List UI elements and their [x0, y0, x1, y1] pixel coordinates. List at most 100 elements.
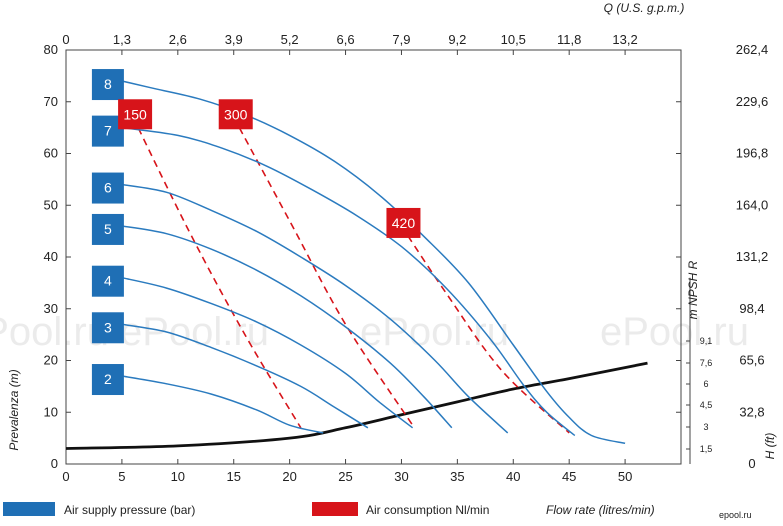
y-tick-label: 20: [44, 353, 58, 368]
x-tick-label: 40: [506, 469, 520, 484]
pressure-badge-label: 7: [104, 123, 112, 139]
pressure-curve-6: [121, 183, 509, 434]
x-top-tick-label: 13,2: [612, 32, 637, 47]
legend-swatch-pressure: [3, 502, 55, 516]
y-right-tick-label: 98,4: [739, 301, 764, 316]
watermark-text: ePool.ru: [120, 310, 269, 354]
pressure-curve-3: [121, 323, 369, 429]
pressure-badge-label: 5: [104, 221, 112, 237]
x-top-tick-label: 10,5: [501, 32, 526, 47]
y-tick-label: 70: [44, 94, 58, 109]
x-top-tick-label: 7,9: [392, 32, 410, 47]
x-top-tick-label: 6,6: [337, 32, 355, 47]
npsh-tick-label: 6: [703, 379, 708, 389]
y-tick-label: 50: [44, 197, 58, 212]
pressure-badge-box: [91, 213, 124, 245]
x-tick-label: 10: [171, 469, 185, 484]
y-right-tick-label: 229,6: [736, 94, 769, 109]
y-right-tick-label: 196,8: [736, 146, 769, 161]
pressure-badge-label: 4: [104, 273, 112, 289]
npsh-tick-label: 3: [703, 422, 708, 432]
pressure-curve-7: [121, 126, 576, 437]
x-tick-label: 45: [562, 469, 576, 484]
x-top-tick-label: 2,6: [169, 32, 187, 47]
pressure-badge-box: [91, 364, 124, 396]
pressure-curve-4: [121, 276, 414, 429]
npsh-tick-label: 7,6: [700, 358, 713, 368]
air-badge-box: [118, 99, 153, 130]
pressure-badge-label: 3: [104, 319, 112, 335]
y-right-tick-label: 32,8: [739, 404, 764, 419]
footer-logo-text: epool.ru: [719, 510, 752, 520]
air-consumption-line-300: [232, 116, 414, 426]
plot-frame: [65, 49, 682, 465]
y-tick-label: 30: [44, 301, 58, 316]
x-tick-label: 0: [62, 469, 69, 484]
legend-swatch-air: [312, 502, 358, 516]
air-badge-300: 300: [218, 99, 253, 130]
y-tick-label: 80: [44, 42, 58, 57]
pressure-badge-label: 2: [104, 371, 112, 387]
pressure-badge-label: 6: [104, 180, 112, 196]
air-badge-label: 420: [392, 215, 416, 231]
x-tick-label: 50: [618, 469, 632, 484]
pressure-curve-5: [121, 225, 453, 429]
npsh-curve: [65, 361, 648, 450]
air-badge-420: 420: [386, 207, 421, 238]
watermark-text: ePool.ru: [0, 310, 109, 354]
y-axis-title: Prevalenza (m): [7, 369, 21, 450]
pressure-badge-label: 8: [104, 76, 112, 92]
x-top-tick-label: 1,3: [113, 32, 131, 47]
air-consumption-line-150: [132, 116, 302, 429]
x-top-tick-label: 9,2: [448, 32, 466, 47]
air-badge-box: [218, 99, 253, 130]
x-tick-label: 20: [282, 469, 296, 484]
x-top-axis-title: Q (U.S. g.p.m.): [604, 1, 685, 15]
npsh-tick-label: 9,1: [700, 336, 713, 346]
y-right-tick-label: 262,4: [736, 42, 769, 57]
pressure-badge-3: 3: [91, 312, 124, 344]
x-top-tick-label: 11,8: [557, 32, 581, 47]
air-consumption-line-420: [400, 225, 570, 434]
air-badge-label: 300: [224, 106, 248, 122]
legend-label-pressure: Air supply pressure (bar): [64, 503, 195, 517]
air-badge-150: 150: [118, 99, 153, 130]
x-tick-label: 35: [450, 469, 464, 484]
air-badge-label: 150: [123, 106, 147, 122]
y-right-tick-label: 131,2: [736, 249, 769, 264]
npsh-tick-label: 4,5: [700, 400, 713, 410]
pressure-badge-box: [91, 312, 124, 344]
x-axis-title: Flow rate (litres/min): [546, 503, 655, 517]
y-right-tick-label: 164,0: [736, 197, 769, 212]
y-tick-label: 0: [51, 456, 58, 471]
pressure-badge-2: 2: [91, 364, 124, 396]
x-top-tick-label: 0: [62, 32, 69, 47]
watermark-text: ePool.ru: [360, 310, 509, 354]
y-right-tick-label: 65,6: [739, 353, 764, 368]
y-right-tick-label: 0: [748, 456, 755, 471]
y-tick-label: 40: [44, 249, 58, 264]
pressure-badge-box: [91, 265, 124, 297]
x-tick-label: 15: [226, 469, 240, 484]
x-tick-label: 5: [118, 469, 125, 484]
x-tick-label: 30: [394, 469, 408, 484]
air-badge-box: [386, 207, 421, 238]
x-top-tick-label: 5,2: [281, 32, 299, 47]
pressure-badge-6: 6: [91, 172, 124, 204]
pressure-badge-8: 8: [91, 69, 124, 101]
pressure-badge-5: 5: [91, 213, 124, 245]
x-top-tick-label: 3,9: [225, 32, 243, 47]
pressure-curve-2: [121, 375, 324, 434]
npsh-tick-label: 1,5: [700, 444, 713, 454]
x-tick-label: 25: [338, 469, 352, 484]
watermark-text: ePool.ru: [600, 310, 749, 354]
pressure-curve-8: [121, 80, 626, 445]
y-right-axis-title: H (ft): [763, 433, 777, 460]
y-tick-label: 60: [44, 146, 58, 161]
y-tick-label: 10: [44, 404, 58, 419]
pressure-badge-box: [91, 172, 124, 204]
pressure-badge-box: [91, 69, 124, 101]
legend-label-air: Air consumption Nl/min: [366, 503, 489, 517]
pressure-badge-4: 4: [91, 265, 124, 297]
